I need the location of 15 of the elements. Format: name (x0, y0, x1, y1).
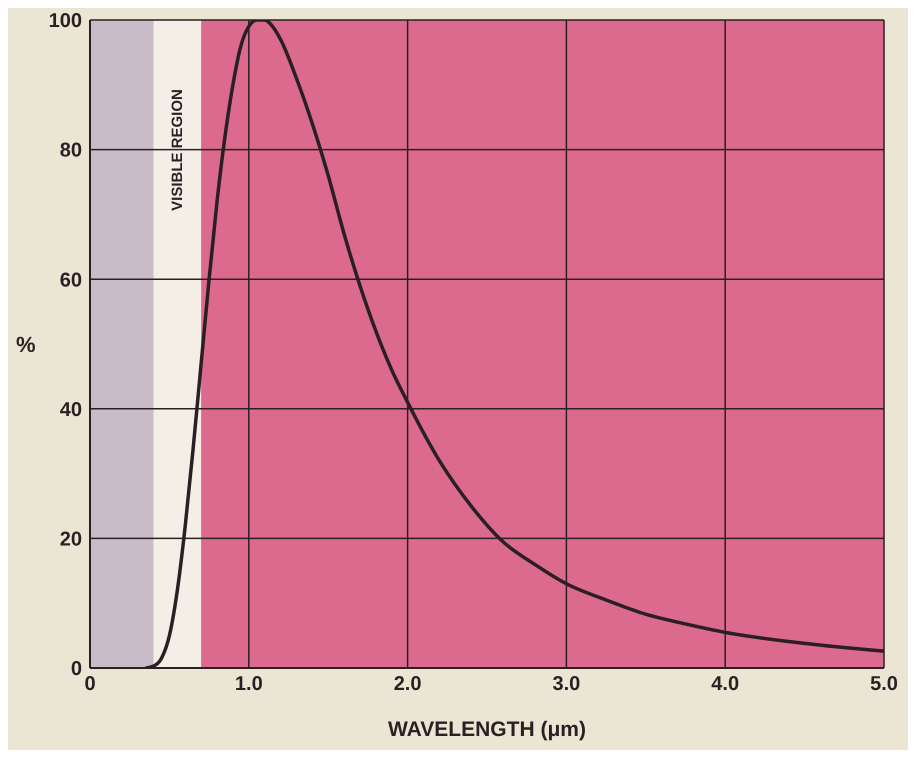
x-tick-label: 5.0 (870, 673, 898, 696)
y-tick-label: 40 (60, 398, 82, 421)
y-axis-title: % (16, 332, 36, 357)
x-tick-label: 0 (84, 673, 96, 696)
y-tick-label: 80 (60, 140, 82, 162)
y-tick-label: 20 (60, 528, 82, 550)
y-tick-label: 100 (48, 10, 82, 32)
x-tick-label: 1.0 (234, 673, 263, 696)
x-tick-label: 2.0 (394, 673, 422, 696)
x-tick-label: 4.0 (711, 673, 740, 696)
band-label: VISIBLE REGION (168, 89, 186, 211)
x-tick-label: 3.0 (552, 673, 580, 696)
x-axis-title: WAVELENGTH (μm) (388, 718, 586, 741)
y-tick-label: 60 (60, 269, 82, 292)
y-tick-label: 0 (70, 658, 82, 680)
